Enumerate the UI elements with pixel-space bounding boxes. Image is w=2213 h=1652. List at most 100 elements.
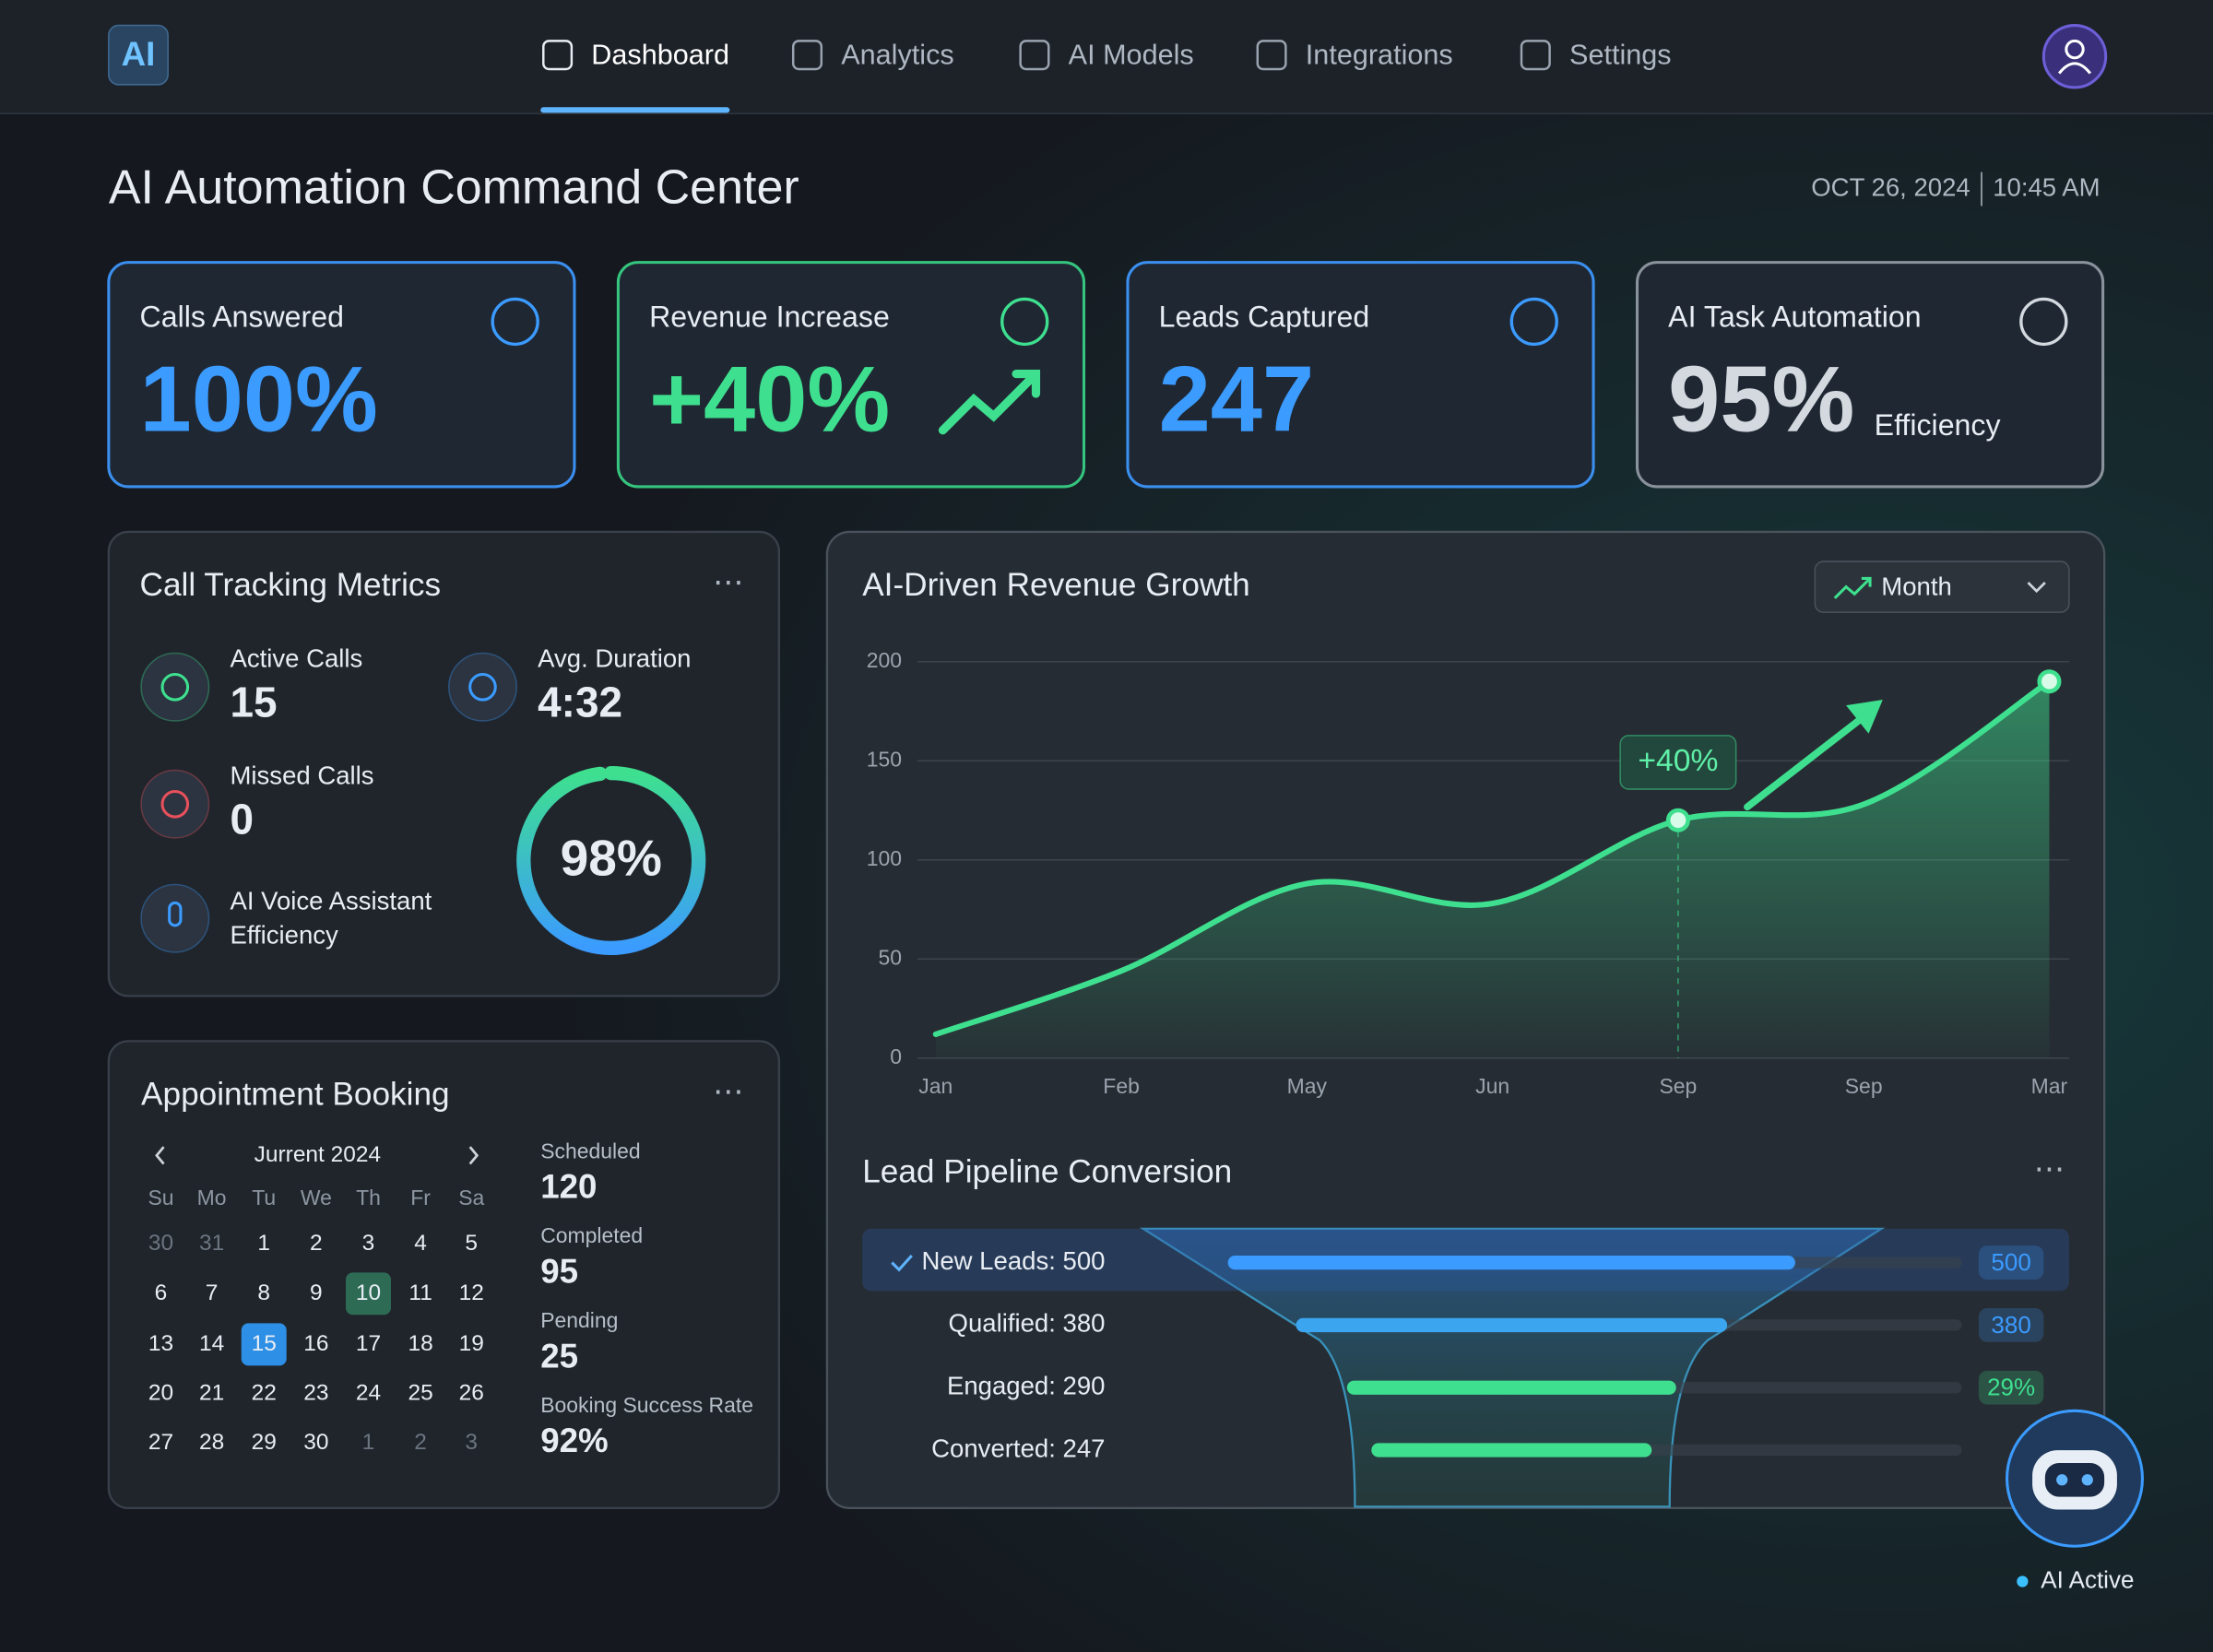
- nav-item[interactable]: Settings: [1569, 39, 1672, 70]
- next-month[interactable]: [468, 1146, 479, 1165]
- panel: [107, 1040, 781, 1510]
- x-tick-label: Jan: [918, 1074, 953, 1098]
- panel: [107, 530, 781, 997]
- kpi-card: [1126, 261, 1595, 489]
- stat-value: 95: [540, 1253, 578, 1291]
- nav-item[interactable]: Dashboard: [591, 39, 729, 70]
- calendar-day[interactable]: 19: [459, 1331, 484, 1356]
- calendar-day[interactable]: 12: [459, 1280, 484, 1305]
- calendar-day[interactable]: 14: [199, 1331, 224, 1356]
- stat-label: Booking Success Rate: [540, 1393, 753, 1417]
- calendar-day[interactable]: 25: [408, 1380, 433, 1405]
- metric-icon-glyph: [160, 789, 190, 819]
- weekday: Mo: [197, 1186, 227, 1210]
- more-menu[interactable]: ⋯: [713, 1075, 744, 1109]
- x-tick-label: May: [1287, 1074, 1328, 1098]
- badge: [1978, 1245, 2044, 1280]
- date: OCT 26, 2024: [1811, 172, 1970, 201]
- calendar-day[interactable]: 11: [408, 1280, 432, 1305]
- day-highlight: [346, 1272, 391, 1316]
- calendar-day[interactable]: 2: [414, 1430, 427, 1455]
- more-menu[interactable]: ⋯: [2034, 1152, 2065, 1186]
- stage-label: Qualified: 380: [949, 1309, 1106, 1338]
- calendar-day[interactable]: 1: [257, 1231, 270, 1256]
- calendar-day[interactable]: 7: [206, 1280, 219, 1305]
- calendar-day[interactable]: 17: [356, 1331, 381, 1356]
- calendar-day[interactable]: 29: [252, 1430, 277, 1455]
- x-tick-label: Sep: [1845, 1074, 1883, 1098]
- calendar-day[interactable]: 27: [148, 1430, 173, 1455]
- kpi-value: 100%: [140, 348, 378, 451]
- avatar-head: [2065, 39, 2085, 60]
- calendar-day[interactable]: 28: [199, 1430, 224, 1455]
- efficiency-ring: [516, 765, 706, 955]
- stage-label: Engaged: 290: [947, 1372, 1105, 1400]
- calendar-day[interactable]: 21: [199, 1380, 224, 1405]
- calendar-day[interactable]: 13: [148, 1331, 173, 1356]
- calendar-day[interactable]: 1: [362, 1430, 375, 1455]
- y-tick-label: 0: [890, 1044, 902, 1068]
- calendar-day[interactable]: 18: [408, 1331, 433, 1356]
- content: AI Dashboard Analytics AI Models Integration…: [107, 24, 2144, 1593]
- annotation-box: [1619, 735, 1737, 790]
- stage-label: Converted: 247: [931, 1434, 1105, 1462]
- calendar-day[interactable]: 31: [199, 1231, 224, 1256]
- calendar-day[interactable]: 20: [148, 1380, 173, 1405]
- nav-item[interactable]: Analytics: [841, 39, 953, 70]
- calendar-day[interactable]: 16: [303, 1331, 328, 1356]
- calendar-day[interactable]: 22: [252, 1380, 277, 1405]
- panel-title: AI-Driven Revenue Growth: [862, 567, 1250, 603]
- y-tick-label: 100: [867, 846, 902, 870]
- annotation: +40%: [1638, 744, 1718, 778]
- calendar-day[interactable]: 5: [465, 1231, 478, 1256]
- metric-label: Active Calls: [230, 643, 362, 672]
- calendar-day[interactable]: 30: [303, 1430, 328, 1455]
- growth-arrow-head: [1846, 700, 1883, 734]
- kpi-label: AI Task Automation: [1668, 300, 1921, 333]
- kpi-value: +40%: [649, 348, 890, 451]
- calendar-day[interactable]: 2: [310, 1231, 323, 1256]
- kpi-icon: [491, 297, 539, 347]
- x-tick-label: Mar: [2031, 1074, 2068, 1098]
- calendar-day[interactable]: 8: [257, 1280, 270, 1305]
- mic-glyph: [168, 901, 183, 927]
- nav-icon: [542, 40, 574, 71]
- nav-item[interactable]: AI Models: [1069, 39, 1194, 70]
- filter-dropdown[interactable]: [1814, 560, 2070, 613]
- calendar-day[interactable]: 30: [148, 1231, 173, 1256]
- calendar-day[interactable]: 23: [303, 1380, 328, 1405]
- calendar-day[interactable]: 9: [310, 1280, 323, 1305]
- calendar-day[interactable]: 3: [465, 1430, 478, 1455]
- calendar-day[interactable]: 26: [459, 1380, 484, 1405]
- day-selected: [241, 1323, 287, 1366]
- calendar-day[interactable]: 4: [414, 1231, 427, 1256]
- metric-value: 0: [230, 795, 254, 843]
- y-tick-label: 200: [867, 648, 902, 672]
- nav-item[interactable]: Integrations: [1306, 39, 1453, 70]
- calendar-day[interactable]: 15: [252, 1331, 277, 1356]
- stage-bar: [1227, 1255, 1795, 1270]
- metric-icon: [140, 652, 210, 722]
- ring-label: 98%: [561, 830, 662, 887]
- weekday: Sa: [458, 1186, 484, 1210]
- weekday: We: [301, 1186, 332, 1210]
- filter-icon: [1833, 576, 1872, 599]
- calendar-day[interactable]: 3: [362, 1231, 375, 1256]
- badge-label: 380: [1991, 1311, 2030, 1339]
- stat-label: Completed: [540, 1223, 643, 1247]
- badge-label: 500: [1991, 1248, 2030, 1276]
- more-menu[interactable]: ⋯: [713, 565, 744, 599]
- calendar-day[interactable]: 10: [356, 1280, 381, 1305]
- calendar-day[interactable]: 24: [356, 1380, 381, 1405]
- logo: AI: [122, 35, 156, 73]
- robot-eye: [2056, 1474, 2068, 1486]
- prev-month[interactable]: [155, 1146, 165, 1165]
- x-tick-label: Jun: [1475, 1074, 1509, 1098]
- weekday: Fr: [410, 1186, 431, 1210]
- kpi-card: [616, 261, 1086, 489]
- kpi-icon: [1509, 297, 1558, 347]
- calendar-day[interactable]: 6: [155, 1280, 168, 1305]
- x-tick-label: Sep: [1659, 1074, 1697, 1098]
- nav-icon: [1520, 40, 1551, 71]
- avatar-body: [2057, 62, 2092, 75]
